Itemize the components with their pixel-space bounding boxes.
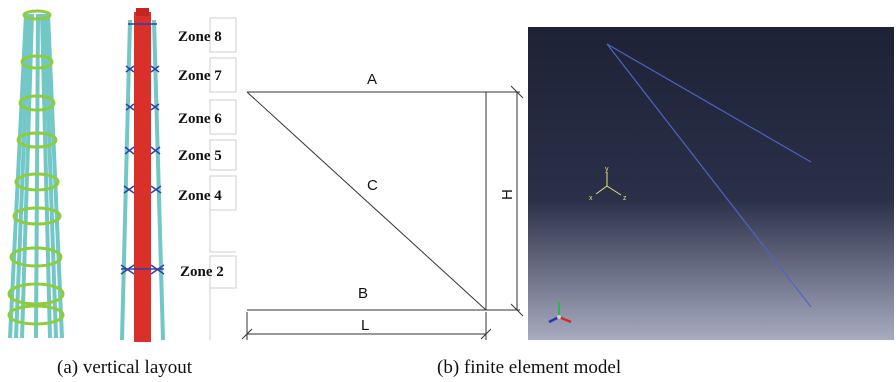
zone-label-2: Zone 2	[180, 264, 224, 280]
chimney-tower	[120, 8, 165, 342]
label-b: B	[358, 285, 368, 302]
zone-label-6: Zone 6	[178, 111, 222, 127]
viewport-background	[528, 27, 894, 340]
axis-z-label: z	[623, 195, 627, 202]
member-c	[246, 91, 487, 311]
dimension-l	[241, 312, 492, 340]
fe-viewport: y z x	[528, 27, 894, 340]
zone-label-7: Zone 7	[178, 68, 222, 84]
caption-finite-element-model: (b) finite element model	[437, 357, 621, 378]
zone-label-4: Zone 4	[178, 188, 222, 204]
chimney-cap	[136, 8, 149, 16]
label-l: L	[361, 317, 369, 334]
chimney-shaft	[134, 12, 151, 342]
axis-y-label: y	[605, 166, 609, 173]
chimney-tower-legs	[120, 19, 165, 341]
bracing-levels	[120, 23, 165, 275]
ring-tower-rings	[7, 9, 65, 326]
label-a: A	[367, 71, 377, 88]
zone-boxes	[209, 17, 237, 340]
caption-vertical-layout: (a) vertical layout	[57, 357, 193, 378]
axis-triad	[595, 172, 622, 196]
dimension-h	[486, 85, 524, 317]
axis-x-label: x	[589, 195, 593, 202]
truss-diagram	[246, 91, 487, 311]
fe-truss-lines	[606, 43, 812, 308]
label-h: H	[499, 189, 516, 200]
ring-tower	[7, 9, 65, 339]
corner-triad-icon	[548, 302, 572, 324]
label-c: C	[367, 177, 378, 194]
zone-label-8: Zone 8	[178, 29, 222, 45]
zone-label-5: Zone 5	[178, 148, 222, 164]
zone-labels: Zone 8 Zone 7 Zone 6 Zone 5 Zone 4 Zone …	[178, 29, 224, 280]
